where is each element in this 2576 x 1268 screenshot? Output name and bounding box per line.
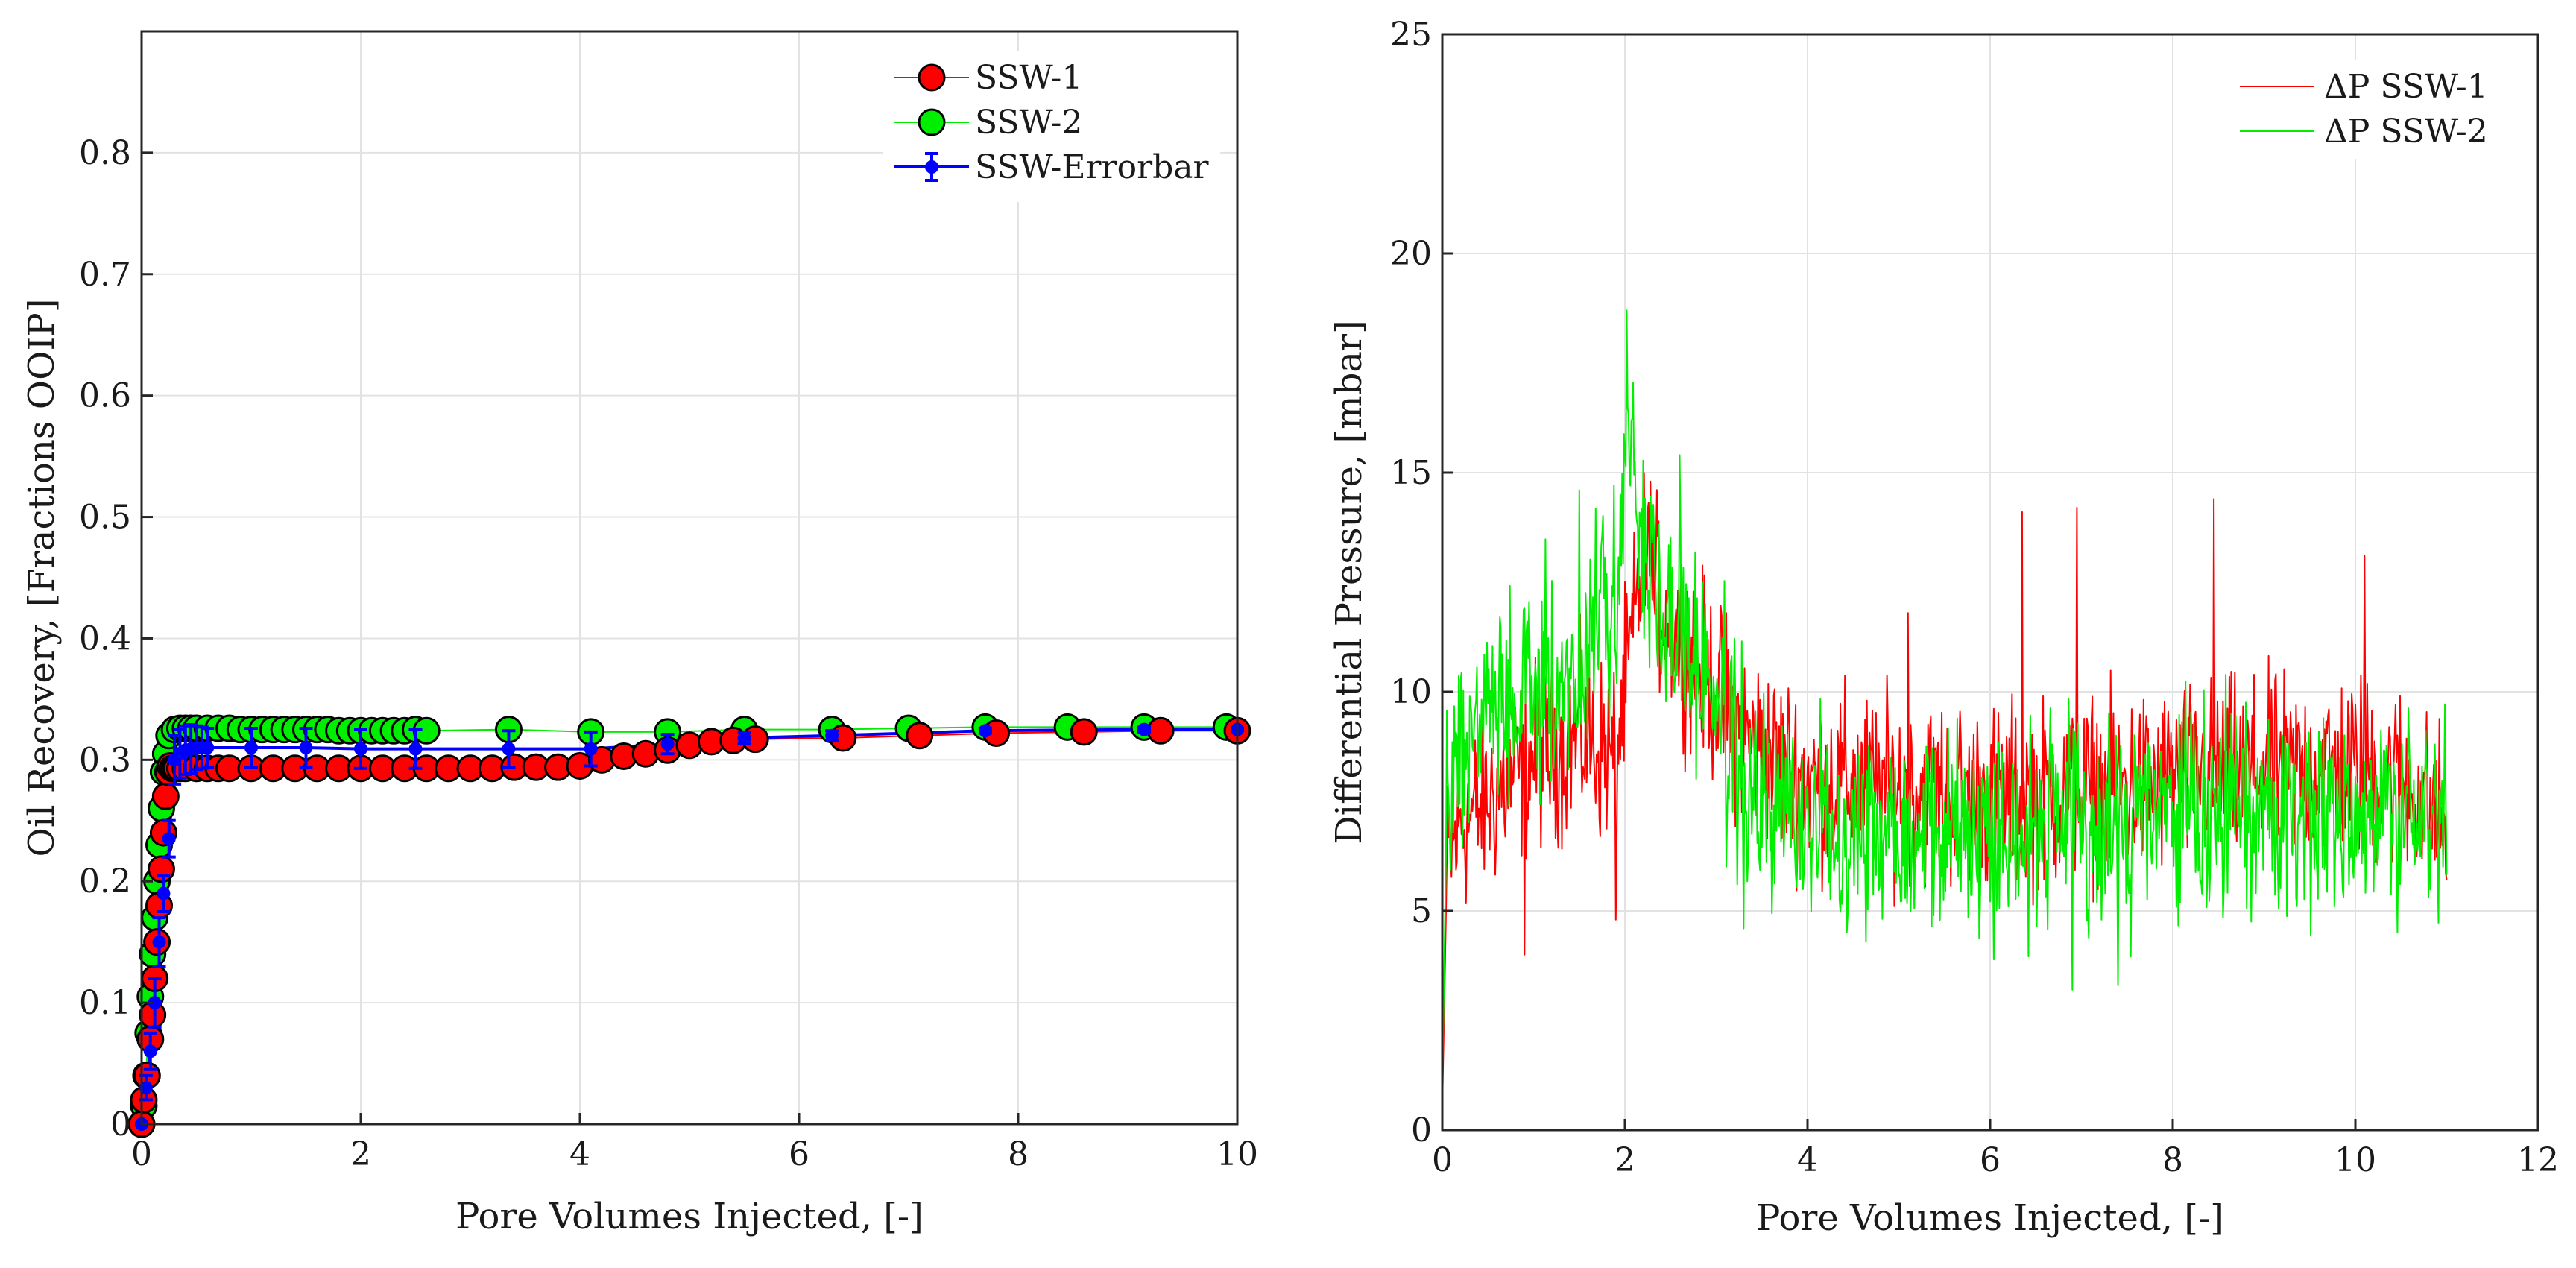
y-tick-label: 10	[1390, 673, 1432, 711]
x-tick-label: 0	[131, 1135, 152, 1173]
data-point-errorbar	[408, 742, 423, 756]
x-tick-label: 8	[1008, 1135, 1029, 1173]
recovery-series-layer	[127, 713, 1251, 1138]
recovery-legend: SSW-1 SSW-2 SSW-Errorbar	[883, 51, 1220, 202]
data-point-errorbar	[244, 741, 258, 755]
data-point-errorbar	[354, 742, 367, 756]
y-tick-label: 5	[1411, 892, 1432, 930]
legend-label-ssw1: SSW-1	[975, 59, 1082, 97]
x-tick-label: 10	[2334, 1141, 2376, 1179]
legend-marker-errorbar	[925, 160, 938, 174]
data-point-errorbar	[584, 742, 598, 756]
data-point-errorbar	[825, 728, 839, 742]
data-point-errorbar	[737, 731, 751, 745]
x-tick-label: 6	[1980, 1141, 2001, 1179]
data-point-errorbar	[299, 741, 313, 755]
x-tick-label: 0	[1432, 1141, 1453, 1179]
legend-label-dp-ssw1: ΔP SSW-1	[2324, 68, 2488, 106]
pressure-trace-ssw2	[1442, 309, 2448, 1087]
pressure-chart: 0 2 4 6 8 10 12 0 5 10 15 20 25 Pore Volumes Injecte…	[1328, 16, 2559, 1239]
data-point-errorbar	[502, 742, 516, 756]
x-tick-label: 2	[1614, 1141, 1635, 1179]
pressure-legend-box	[2228, 60, 2524, 159]
pressure-ticks: 0 2 4 6 8 10 12 0 5 10 15 20 25	[1390, 16, 2559, 1179]
x-tick-label: 2	[350, 1135, 371, 1173]
data-point-ssw1	[151, 782, 180, 810]
y-tick-label: 0.5	[79, 499, 131, 537]
x-tick-label: 12	[2517, 1141, 2559, 1179]
data-point-ssw1	[1070, 718, 1098, 746]
data-point-ssw1	[906, 722, 934, 750]
y-tick-label: 0.7	[79, 256, 131, 294]
y-tick-label: 0.6	[79, 377, 131, 415]
pressure-y-axis-label: Differential Pressure, [mbar]	[1328, 320, 1370, 844]
y-tick-label: 0.4	[79, 619, 131, 657]
legend-marker-ssw1	[918, 63, 946, 92]
x-tick-label: 4	[1797, 1141, 1818, 1179]
pressure-x-axis-label: Pore Volumes Injected, [-]	[1756, 1197, 2224, 1239]
pressure-legend: ΔP SSW-1 ΔP SSW-2	[2228, 60, 2524, 159]
legend-label-ssw2: SSW-2	[975, 104, 1082, 142]
y-tick-label: 20	[1390, 235, 1432, 273]
data-point-errorbar	[162, 832, 176, 846]
x-tick-label: 10	[1216, 1135, 1258, 1173]
x-tick-label: 6	[789, 1135, 809, 1173]
recovery-plot-area	[142, 31, 1237, 1124]
recovery-y-axis-label: Oil Recovery, [Fractions OOIP]	[21, 299, 63, 857]
y-tick-label: 0	[1411, 1111, 1432, 1149]
legend-label-dp-ssw2: ΔP SSW-2	[2324, 113, 2488, 151]
recovery-x-axis-label: Pore Volumes Injected, [-]	[455, 1196, 924, 1237]
data-point-ssw1	[147, 855, 175, 883]
data-point-errorbar	[148, 996, 162, 1010]
x-tick-label: 4	[569, 1135, 590, 1173]
legend-label-errorbar: SSW-Errorbar	[975, 148, 1210, 186]
data-point-errorbar	[143, 1044, 157, 1059]
data-point-ssw1	[1146, 716, 1175, 745]
pressure-series-layer	[1442, 309, 2448, 1108]
recovery-ticks: 0 2 4 6 8 10 0 0.1 0.2 0.3 0.4 0.5 0.6 0.7 0.8	[79, 134, 1258, 1173]
y-tick-label: 0.1	[79, 984, 131, 1022]
y-tick-label: 0.8	[79, 134, 131, 172]
data-point-errorbar	[660, 737, 675, 751]
x-tick-label: 8	[2162, 1141, 2183, 1179]
legend-marker-ssw2	[918, 108, 946, 136]
data-point-errorbar	[978, 724, 992, 738]
recovery-axes-box	[140, 30, 1239, 1126]
y-tick-label: 25	[1390, 16, 1432, 54]
data-point-errorbar	[201, 741, 215, 755]
y-tick-label: 15	[1390, 454, 1432, 492]
data-point-errorbar	[152, 935, 166, 949]
y-tick-label: 0.2	[79, 862, 131, 900]
data-point-errorbar	[1137, 722, 1152, 736]
y-tick-label: 0.3	[79, 741, 131, 779]
recovery-chart: 0 2 4 6 8 10 0 0.1 0.2 0.3 0.4 0.5 0.6 0.7 0.8 Pore Vo…	[21, 30, 1258, 1237]
y-tick-label: 0	[110, 1105, 131, 1144]
data-point-errorbar	[157, 886, 171, 900]
